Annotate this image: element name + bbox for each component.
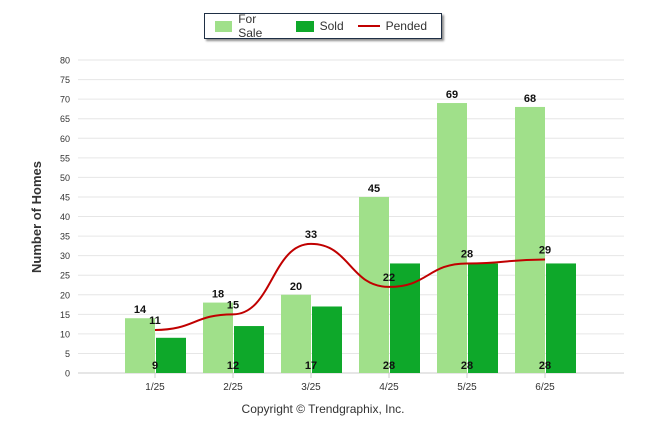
data-label-for-sale: 14 [134,304,147,316]
y-tick-label: 70 [60,95,70,105]
data-label-pended: 11 [149,315,161,327]
bar-sold [546,263,576,373]
legend-label-pended: Pended [385,19,427,33]
data-label-sold: 17 [305,360,317,372]
data-label-for-sale: 69 [446,89,458,101]
x-tick-label: 2/25 [223,382,243,393]
bar-sold [156,337,186,373]
y-tick-label: 35 [60,232,70,242]
y-tick-label: 5 [65,349,70,359]
y-tick-label: 15 [60,310,70,320]
bar-for-sale [125,318,155,373]
legend-swatch-for-sale [215,20,233,32]
label-layer: 1/25 2/25 3/25 4/25 5/25 6/25 14 18 20 45 69 68 9 12 1… [134,89,555,393]
legend-label-sold: Sold [319,19,344,33]
y-tick-label: 45 [60,192,70,202]
x-tick-label: 3/25 [301,382,321,393]
data-label-pended: 15 [227,299,239,311]
x-tick-label: 6/25 [535,382,555,393]
y-tick-label: 40 [60,212,70,222]
data-label-sold: 28 [383,360,395,372]
bar-sold [234,326,264,373]
y-tick-label: 20 [60,290,70,300]
legend: For Sale Sold Pended [204,12,442,40]
legend-label-for-sale: For Sale [238,12,263,40]
x-tick-label: 5/25 [457,382,477,393]
y-tick-label: 80 [60,56,70,66]
data-label-pended: 22 [383,272,395,284]
y-tick-label: 25 [60,271,70,281]
legend-item-pended[interactable]: Pended [357,19,427,33]
data-label-pended: 33 [305,229,317,241]
y-tick-label: 0 [65,369,70,379]
pended-line [154,242,546,331]
y-tick-label: 65 [60,114,70,124]
x-tick-label: 4/25 [379,382,399,393]
y-tick-label: 60 [60,134,70,144]
copyright-text: Copyright © Trendgraphix, Inc. [241,402,405,416]
data-label-sold: 9 [152,360,158,372]
data-label-sold: 28 [461,360,473,372]
data-label-for-sale: 18 [212,289,224,301]
line-layer [154,242,546,331]
legend-item-sold[interactable]: Sold [295,19,344,33]
data-label-for-sale: 68 [524,93,536,105]
y-tick-label: 50 [60,173,70,183]
data-label-sold: 12 [227,360,239,372]
bar-sold [312,306,342,373]
bar-for-sale [515,106,545,373]
data-label-for-sale: 20 [290,281,302,293]
legend-swatch-pended [357,25,380,27]
legend-swatch-sold [295,20,314,32]
legend-item-for-sale[interactable]: For Sale [215,12,282,40]
y-tick-label: 10 [60,329,70,339]
data-label-pended: 29 [539,245,551,257]
y-tick-label: 55 [60,153,70,163]
data-label-for-sale: 45 [368,183,380,195]
bar-layer [125,103,576,373]
y-tick-label: 75 [60,75,70,85]
data-label-pended: 28 [461,248,473,260]
data-label-sold: 28 [539,360,551,372]
bar-for-sale [437,103,467,373]
bar-sold [468,263,498,373]
y-axis-title: Number of Homes [29,161,44,273]
bar-for-sale [281,294,311,373]
x-tick-label: 1/25 [145,382,165,393]
y-tick-label: 30 [60,251,70,261]
